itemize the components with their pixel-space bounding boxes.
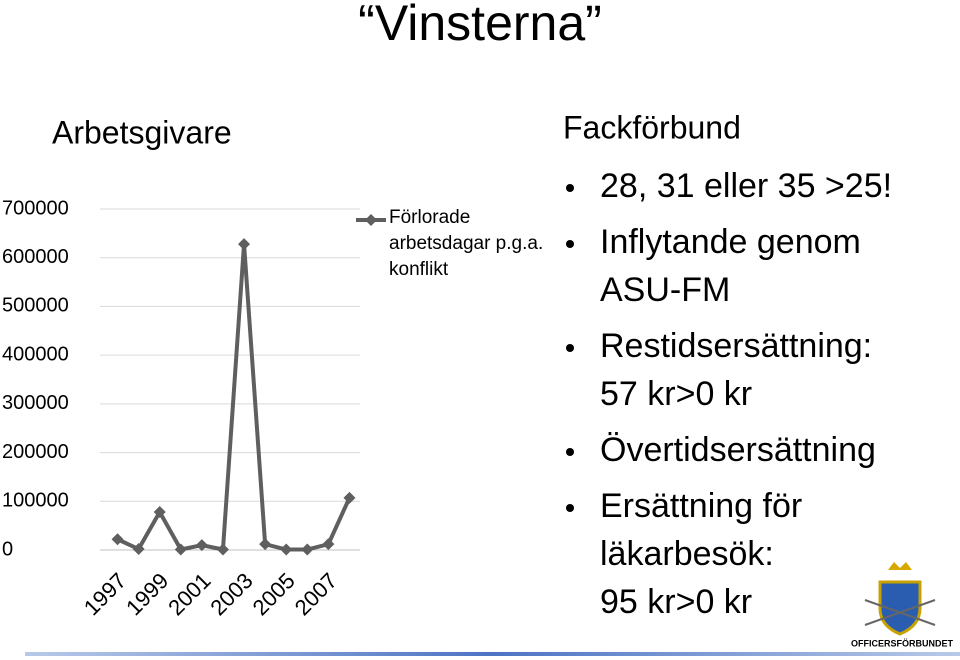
- bullet-text: 95 kr>0 kr: [600, 583, 752, 621]
- data-point: [301, 543, 314, 556]
- x-tick-label: 2007: [290, 568, 342, 620]
- y-tick-label: 0: [2, 538, 13, 560]
- data-point: [174, 543, 187, 556]
- bullet-dot: [566, 448, 574, 456]
- y-tick-label: 600000: [2, 246, 69, 268]
- slide-title: “Vinsterna”: [358, 0, 602, 51]
- bullet-text: ASU-FM: [600, 271, 730, 309]
- x-tick-label: 2003: [205, 568, 257, 620]
- y-tick-label: 500000: [2, 295, 69, 317]
- data-point: [238, 238, 251, 251]
- data-point: [216, 543, 229, 556]
- bottom-rule: [25, 652, 960, 656]
- y-tick-label: 100000: [2, 490, 69, 512]
- logo-crown: [888, 562, 912, 570]
- bullet-dot: [566, 344, 574, 352]
- x-tick-label: 1999: [121, 568, 173, 620]
- y-tick-label: 400000: [2, 343, 69, 365]
- data-point: [280, 543, 293, 556]
- bullet-text: Inflytande genom: [600, 223, 861, 261]
- x-tick-label: 1997: [79, 568, 131, 620]
- bullet-text: 28, 31 eller 35 >25!: [600, 167, 892, 205]
- bullet-dot: [566, 184, 574, 192]
- logo-text: OFFICERSFÖRBUNDET: [851, 638, 953, 648]
- left-heading: Arbetsgivare: [52, 114, 232, 150]
- logo-shield: [878, 580, 922, 636]
- right-heading: Fackförbund: [563, 109, 741, 145]
- y-tick-label: 300000: [2, 392, 69, 414]
- bullet-text: 57 kr>0 kr: [600, 375, 752, 413]
- logo: OFFICERSFÖRBUNDET: [851, 562, 953, 648]
- y-tick-label: 700000: [2, 197, 69, 219]
- bullet-text: Övertidsersättning: [600, 431, 876, 469]
- data-point: [195, 539, 208, 552]
- legend-box: Förlorade arbetsdagar p.g.a. konflikt: [389, 207, 544, 280]
- x-tick-label: 2005: [248, 568, 300, 620]
- data-point: [111, 533, 124, 546]
- legend-text: Förlorade arbetsdagar p.g.a. konflikt: [389, 207, 544, 280]
- y-tick-label: 200000: [2, 441, 69, 463]
- data-point: [153, 506, 166, 519]
- logo-sword: [864, 599, 936, 626]
- bullet-text: Restidsersättning:: [600, 327, 872, 365]
- data-line: [116, 243, 352, 552]
- bullet-text: läkarbesök:: [600, 535, 774, 573]
- bullet-dot: [566, 504, 574, 512]
- data-point: [132, 543, 145, 556]
- legend-marker: [365, 214, 377, 226]
- data-point: [343, 491, 356, 504]
- data-point: [322, 538, 335, 551]
- bullet-text: Ersättning för: [600, 487, 802, 525]
- data-point: [259, 538, 272, 551]
- x-tick-label: 2001: [163, 568, 215, 620]
- bullet-dot: [566, 240, 574, 248]
